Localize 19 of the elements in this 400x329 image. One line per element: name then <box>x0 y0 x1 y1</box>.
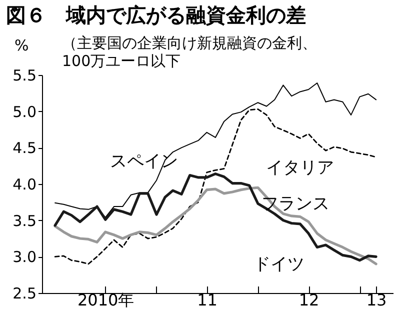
y-tick-label: 2.5 <box>12 284 36 302</box>
y-tick-label: 4.0 <box>12 176 36 194</box>
chart-title: 図６ 域内で広がる融資金利の差 <box>6 2 306 29</box>
series-label: フランス <box>262 194 330 214</box>
chart-subtitle: （主要国の企業向け新規融資の金利、100万ユーロ以下 <box>62 34 318 70</box>
x-tick-label: 13 <box>366 290 387 310</box>
y-tick-label: 3.0 <box>12 248 36 266</box>
line-series <box>54 82 377 218</box>
series-label: スペイン <box>110 152 178 172</box>
x-tick-label: 11 <box>197 290 218 310</box>
y-axis-title: % <box>14 36 29 54</box>
x-tick-label: 12 <box>298 290 320 310</box>
y-tick-label: 4.5 <box>12 139 36 158</box>
series-label: ドイツ <box>254 254 305 274</box>
y-tick-label: 3.5 <box>12 212 36 230</box>
y-tick-label: 5.5 <box>12 66 36 84</box>
y-tick-label: 5.0 <box>12 102 36 121</box>
series-label: イタリア <box>266 158 334 178</box>
x-tick-label: 2010年 <box>78 290 134 310</box>
